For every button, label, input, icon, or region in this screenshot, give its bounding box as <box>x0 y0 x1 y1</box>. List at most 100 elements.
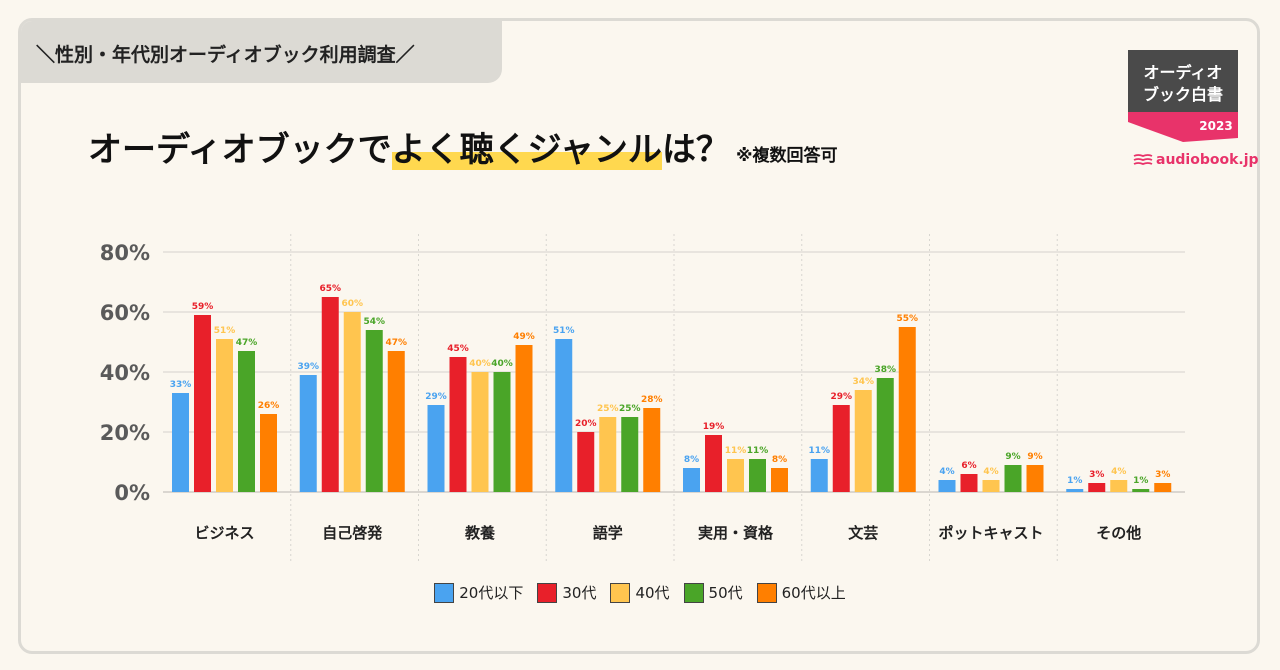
data-label: 45% <box>447 344 469 354</box>
bar <box>1066 489 1084 492</box>
x-tick-label: 語学 <box>593 524 623 542</box>
y-tick-label: 80% <box>100 241 150 265</box>
badge-year: 2023 <box>1199 119 1232 133</box>
legend-swatch <box>683 582 704 603</box>
bar <box>727 459 744 492</box>
bar <box>982 480 1000 492</box>
y-tick-label: 20% <box>100 421 150 445</box>
data-label: 1% <box>1133 476 1148 486</box>
bar <box>938 480 956 492</box>
data-label: 1% <box>1067 476 1082 486</box>
x-tick-label: 教養 <box>464 524 496 542</box>
bar <box>365 330 383 492</box>
data-label: 9% <box>1005 452 1020 462</box>
data-label: 4% <box>939 467 954 477</box>
bar <box>260 414 277 492</box>
data-label: 40% <box>469 359 491 369</box>
x-tick-label: 文芸 <box>848 524 878 542</box>
data-label: 34% <box>852 377 874 387</box>
book-icon <box>1133 154 1153 165</box>
bar <box>1132 489 1150 492</box>
data-label: 49% <box>513 332 535 342</box>
data-label: 29% <box>425 392 447 402</box>
page-title: オーディオブックでよく聴くジャンルは？ ※複数回答可 <box>88 122 837 171</box>
data-label: 39% <box>297 362 319 372</box>
y-tick-label: 40% <box>100 361 150 385</box>
bar <box>683 468 700 492</box>
badge-line1: オーディオ <box>1144 63 1223 82</box>
bar <box>599 417 617 492</box>
whitepaper-badge: オーディオ ブック白書 2023 <box>1128 50 1238 142</box>
data-label: 11% <box>808 446 830 456</box>
data-label: 51% <box>553 326 575 336</box>
x-tick-label: ビジネス <box>194 524 254 542</box>
bar <box>705 435 722 492</box>
data-label: 4% <box>1111 467 1126 477</box>
data-label: 47% <box>385 338 407 348</box>
data-label: 3% <box>1155 470 1170 480</box>
data-label: 28% <box>641 395 663 405</box>
bar <box>832 405 850 492</box>
data-label: 11% <box>747 446 769 456</box>
data-label: 40% <box>491 359 513 369</box>
bar <box>449 357 467 492</box>
legend-label: 50代 <box>708 584 743 602</box>
data-label: 25% <box>597 404 619 414</box>
y-tick-label: 60% <box>100 301 150 325</box>
data-label: 25% <box>619 404 641 414</box>
title-plain: オーディオブックで <box>88 130 392 170</box>
bar <box>1154 483 1172 492</box>
badge-line2: ブック白書 <box>1143 85 1223 104</box>
bar <box>1110 480 1128 492</box>
bar <box>172 393 189 492</box>
bar <box>643 408 661 492</box>
bar <box>216 339 233 492</box>
title-highlight: よく聴くジャンル <box>391 130 662 170</box>
bar <box>555 339 573 492</box>
legend-swatch <box>756 582 777 603</box>
data-label: 19% <box>703 422 725 432</box>
x-tick-label: ポットキャスト <box>938 524 1043 542</box>
survey-tag <box>21 21 502 83</box>
legend-swatch <box>434 582 455 603</box>
bar <box>427 405 445 492</box>
title-end: は？ <box>661 130 730 170</box>
bar <box>321 297 339 492</box>
data-label: 11% <box>725 446 747 456</box>
data-label: 4% <box>983 467 998 477</box>
legend-item: 40代 <box>610 582 670 603</box>
bar <box>387 351 405 492</box>
data-label: 33% <box>170 380 192 390</box>
legend-swatch <box>537 582 558 603</box>
data-label: 3% <box>1089 470 1104 480</box>
bar <box>898 327 916 492</box>
data-label: 54% <box>363 317 385 327</box>
data-label: 29% <box>830 392 852 402</box>
legend-item: 30代 <box>537 582 596 603</box>
bar <box>238 351 255 492</box>
legend-item: 20代以下 <box>434 582 523 603</box>
chart-legend: 20代以下 30代 40代 50代 60代以上 <box>0 582 1280 603</box>
legend-item: 60代以上 <box>756 582 846 603</box>
data-label: 26% <box>258 401 280 411</box>
data-label: 6% <box>961 461 976 471</box>
x-tick-label: その他 <box>1096 524 1141 542</box>
data-label: 55% <box>896 314 918 324</box>
bar <box>194 315 211 492</box>
bar <box>1004 465 1022 492</box>
bar <box>515 345 533 492</box>
data-label: 47% <box>236 338 258 348</box>
bar <box>960 474 978 492</box>
data-label: 20% <box>575 419 597 429</box>
data-label: 51% <box>214 326 236 336</box>
bar <box>876 378 894 492</box>
bar <box>493 372 511 492</box>
brand-logo: audiobook.jp <box>1133 152 1259 168</box>
survey-tag-text: ＼性別・年代別オーディオブック利用調査／ <box>36 44 415 66</box>
bar <box>854 390 872 492</box>
legend-item: 50代 <box>683 582 743 603</box>
legend-label: 60代以上 <box>781 584 846 602</box>
bar <box>299 375 317 492</box>
title-note: ※複数回答可 <box>735 146 838 166</box>
